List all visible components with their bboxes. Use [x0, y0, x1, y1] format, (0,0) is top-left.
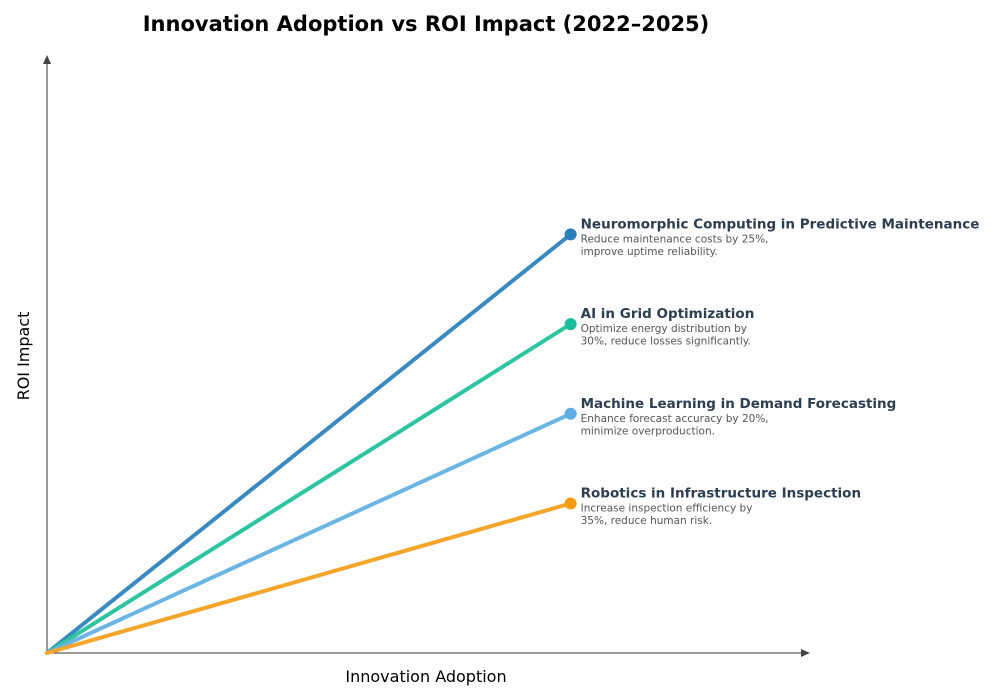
series-description: Optimize energy distribution by: [581, 323, 747, 335]
series-endpoint: [564, 228, 577, 241]
series-description: Increase inspection efficiency by: [581, 503, 753, 515]
series-label: Neuromorphic Computing in Predictive Mai…: [581, 216, 980, 232]
series-label: Robotics in Infrastructure Inspection: [581, 486, 861, 502]
series-description: 35%, reduce human risk.: [581, 515, 713, 527]
series-endpoint: [564, 318, 577, 331]
series-line: [45, 322, 573, 655]
x-axis-label: Innovation Adoption: [345, 667, 506, 686]
series-line: [45, 411, 573, 655]
series-label: AI in Grid Optimization: [581, 306, 755, 322]
series-description: minimize overproduction.: [581, 425, 715, 437]
series-description: 30%, reduce losses significantly.: [581, 336, 751, 348]
series-description: Reduce maintenance costs by 25%,: [581, 233, 769, 245]
x-axis-arrow: [801, 649, 810, 657]
series-line: [45, 501, 573, 655]
series-description: improve uptime reliability.: [581, 246, 718, 258]
series-label: Machine Learning in Demand Forecasting: [581, 396, 897, 412]
series-description: Enhance forecast accuracy by 20%,: [581, 413, 769, 425]
series-endpoint: [564, 497, 577, 510]
y-axis-arrow: [43, 55, 51, 64]
y-axis-label: ROI Impact: [14, 312, 33, 401]
series-line: [45, 232, 573, 655]
series-endpoint: [564, 407, 577, 420]
chart-title: Innovation Adoption vs ROI Impact (2022–…: [143, 12, 710, 36]
